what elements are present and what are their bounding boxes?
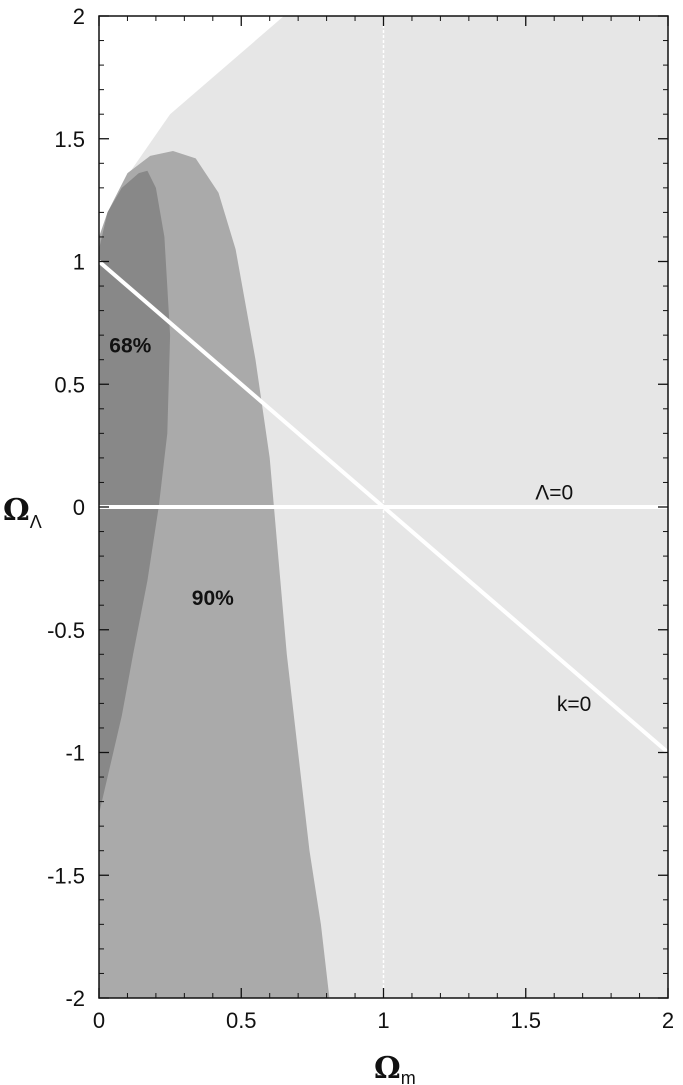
region-label-90pct: 90% bbox=[192, 587, 234, 610]
x-tick-label: 1.5 bbox=[510, 1008, 541, 1033]
line-label-k-0: k=0 bbox=[557, 693, 591, 716]
y-tick-label: -1 bbox=[65, 741, 85, 766]
y-tick-label: 1.5 bbox=[54, 127, 85, 152]
region-68pct bbox=[99, 170, 171, 814]
y-tick-label: 2 bbox=[73, 4, 85, 29]
y-tick-label: 1 bbox=[73, 250, 85, 275]
y-tick-label: 0 bbox=[73, 495, 85, 520]
y-tick-label: 0.5 bbox=[54, 372, 85, 397]
x-tick-label: 2 bbox=[662, 1008, 674, 1033]
x-axis-title-main: Ω bbox=[374, 1051, 401, 1085]
y-tick-label: -2 bbox=[65, 986, 85, 1011]
y-axis-title: ΩΛ bbox=[3, 493, 42, 532]
x-axis-title: Ωm bbox=[374, 1051, 416, 1085]
annotations: 90% 68% Λ=0 k=0 bbox=[109, 334, 591, 715]
y-axis-title-sub: Λ bbox=[30, 512, 42, 532]
axis-ticks bbox=[98, 15, 669, 999]
y-axis-title-main: Ω bbox=[3, 493, 30, 528]
x-tick-label: 0 bbox=[93, 1008, 105, 1033]
y-tick-label: -0.5 bbox=[47, 618, 85, 643]
line-label--0: Λ=0 bbox=[535, 482, 573, 505]
x-tick-label: 0.5 bbox=[226, 1008, 257, 1033]
x-axis-title-sub: m bbox=[401, 1068, 416, 1085]
y-tick-label: -1.5 bbox=[47, 863, 85, 888]
tick-labels: 0 0.5 1 1.5 2 -2 -1.5 -1 -0.5 0 0.5 1 1.5 2 bbox=[47, 4, 674, 1033]
region-label-68pct: 68% bbox=[109, 334, 151, 357]
x-tick-label: 1 bbox=[377, 1008, 389, 1033]
reference-lines bbox=[97, 16, 670, 998]
